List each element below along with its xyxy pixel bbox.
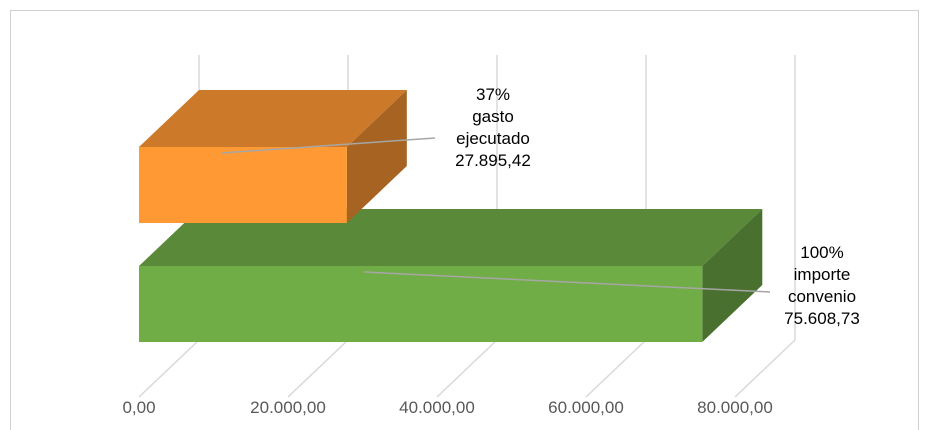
x-tick-label: 20.000,00 bbox=[250, 398, 326, 417]
x-tick-label: 60.000,00 bbox=[548, 398, 624, 417]
x-tick-label: 80.000,00 bbox=[697, 398, 773, 417]
bar-group bbox=[139, 90, 407, 223]
data-label-line: importe bbox=[794, 265, 851, 284]
bar bbox=[139, 266, 703, 342]
bar-top-face bbox=[139, 90, 407, 147]
data-label-line: 100% bbox=[800, 243, 843, 262]
chart-frame bbox=[10, 10, 919, 430]
bar-group bbox=[139, 209, 763, 342]
data-label: 37% gasto ejecutado 27.895,42 bbox=[455, 85, 531, 170]
floor-gridline bbox=[436, 339, 498, 398]
bar bbox=[139, 147, 347, 223]
data-label: 100% importe convenio 75.608,73 bbox=[784, 243, 860, 328]
data-label-line: ejecutado bbox=[456, 129, 530, 148]
floor-gridline bbox=[585, 339, 647, 398]
bar-side-face bbox=[346, 90, 407, 223]
leader-line bbox=[222, 137, 436, 154]
data-label-line: 37% bbox=[476, 85, 510, 104]
data-label-line: gasto bbox=[472, 107, 514, 126]
leader-line bbox=[364, 271, 771, 293]
data-label-line: 75.608,73 bbox=[784, 309, 860, 328]
data-label-line: convenio bbox=[788, 287, 856, 306]
floor-gridline bbox=[734, 339, 796, 398]
x-tick-label: 0,00 bbox=[122, 398, 155, 417]
bar-top-face bbox=[139, 209, 763, 266]
x-tick-label: 40.000,00 bbox=[399, 398, 475, 417]
bar-side-face bbox=[702, 209, 763, 342]
data-label-line: 27.895,42 bbox=[455, 151, 531, 170]
floor-gridline bbox=[138, 339, 200, 398]
floor-gridline bbox=[287, 339, 349, 398]
